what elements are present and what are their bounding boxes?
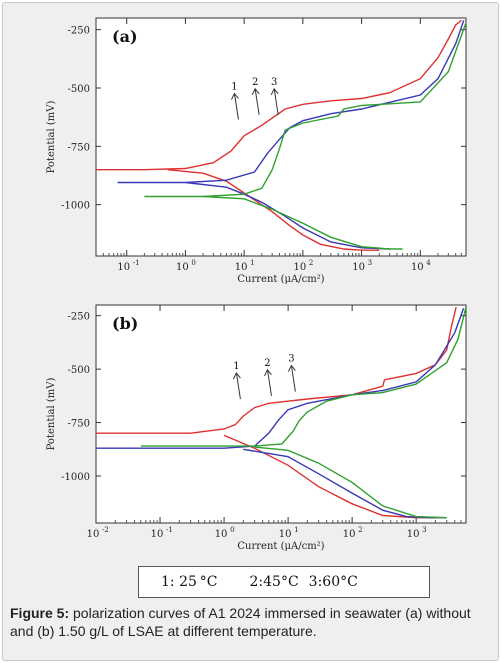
legend-item-1: 1: 25 °C bbox=[161, 574, 218, 590]
y-axis-label: Potential (mV) bbox=[46, 378, 57, 451]
x-tick-exponent: 0 bbox=[191, 259, 195, 267]
panel-label: (a) bbox=[112, 27, 138, 46]
temperature-legend: 1: 25 °C 2:45°C 3:60°C bbox=[138, 566, 430, 598]
annotation-arrow bbox=[266, 369, 272, 396]
annotation-arrowhead bbox=[232, 372, 241, 380]
annotation-arrow bbox=[254, 88, 260, 115]
y-tick-label: -250 bbox=[68, 312, 90, 323]
y-tick-label: -250 bbox=[68, 26, 90, 37]
x-tick-label: 10 bbox=[407, 529, 420, 540]
y-tick-label: -1000 bbox=[61, 201, 90, 212]
annotation-arrow bbox=[290, 365, 296, 392]
annotation-label: 3 bbox=[288, 354, 294, 365]
series-line-3 bbox=[144, 22, 467, 198]
annotation-arrowhead bbox=[287, 364, 296, 372]
x-tick-exponent: 3 bbox=[368, 259, 372, 267]
y-tick-label: -500 bbox=[68, 84, 90, 95]
series-line-3-cathodic bbox=[203, 195, 403, 250]
series-line-3-cathodic bbox=[254, 446, 447, 519]
caption-text: polarization curves of A1 2024 immersed … bbox=[10, 605, 471, 639]
annotation-arrow bbox=[273, 88, 279, 115]
annotation-label: 1 bbox=[233, 361, 239, 372]
annotation-label: 3 bbox=[271, 77, 277, 88]
x-tick-label: 10 bbox=[215, 529, 228, 540]
x-tick-exponent: 2 bbox=[309, 259, 313, 267]
annotation-arrow bbox=[233, 93, 239, 120]
legend-item-2: 2:45°C bbox=[249, 574, 299, 590]
series-line-1 bbox=[96, 306, 457, 434]
annotation-arrowhead bbox=[231, 92, 239, 100]
y-tick-label: -500 bbox=[68, 365, 90, 376]
series-line-2-cathodic bbox=[185, 181, 390, 250]
y-tick-label: -750 bbox=[68, 142, 90, 153]
x-tick-label: 10 bbox=[293, 262, 306, 273]
x-tick-exponent: 2 bbox=[358, 526, 362, 534]
y-tick-label: -750 bbox=[68, 419, 90, 430]
plot-area bbox=[95, 304, 467, 524]
x-tick-label: 10 bbox=[279, 529, 292, 540]
legend-item-3: 3:60°C bbox=[308, 574, 358, 590]
x-tick-label: 10 bbox=[352, 262, 365, 273]
series-line-2 bbox=[117, 20, 465, 184]
x-tick-exponent: -2 bbox=[102, 526, 109, 534]
y-axis-label: Potential (mV) bbox=[46, 101, 57, 174]
figure-caption: Figure 5: polarization curves of A1 2024… bbox=[10, 604, 490, 640]
series-line-1-cathodic bbox=[167, 169, 380, 251]
x-tick-exponent: 3 bbox=[422, 526, 426, 534]
x-tick-exponent: 4 bbox=[426, 259, 431, 267]
annotation-label: 2 bbox=[252, 77, 258, 88]
panel-label: (b) bbox=[112, 314, 138, 333]
x-tick-label: 10 bbox=[151, 529, 164, 540]
x-tick-exponent: -1 bbox=[166, 526, 173, 534]
series-line-1 bbox=[96, 19, 462, 171]
annotation-arrow bbox=[235, 372, 241, 400]
annotation-arrowhead bbox=[251, 87, 260, 96]
x-tick-exponent: -1 bbox=[133, 259, 140, 267]
x-tick-label: 10 bbox=[176, 262, 189, 273]
x-axis-label: Current (μA/cm²) bbox=[237, 274, 324, 285]
annotation-label: 1 bbox=[231, 82, 237, 93]
x-tick-label: 10 bbox=[411, 262, 424, 273]
y-tick-label: -1000 bbox=[61, 472, 90, 483]
x-tick-label: 10 bbox=[343, 529, 356, 540]
x-tick-label: 10 bbox=[87, 529, 100, 540]
annotation-label: 2 bbox=[264, 358, 270, 369]
x-tick-label: 10 bbox=[235, 262, 248, 273]
x-tick-exponent: 1 bbox=[250, 259, 254, 267]
x-tick-exponent: 0 bbox=[230, 526, 234, 534]
x-axis-label: Current (μA/cm²) bbox=[237, 541, 324, 552]
series-line-3 bbox=[140, 306, 467, 447]
annotation-arrowhead bbox=[270, 87, 279, 96]
annotation-arrowhead bbox=[264, 368, 272, 377]
x-tick-label: 10 bbox=[117, 262, 130, 273]
x-tick-exponent: 1 bbox=[294, 526, 298, 534]
caption-label: Figure 5: bbox=[10, 605, 70, 621]
